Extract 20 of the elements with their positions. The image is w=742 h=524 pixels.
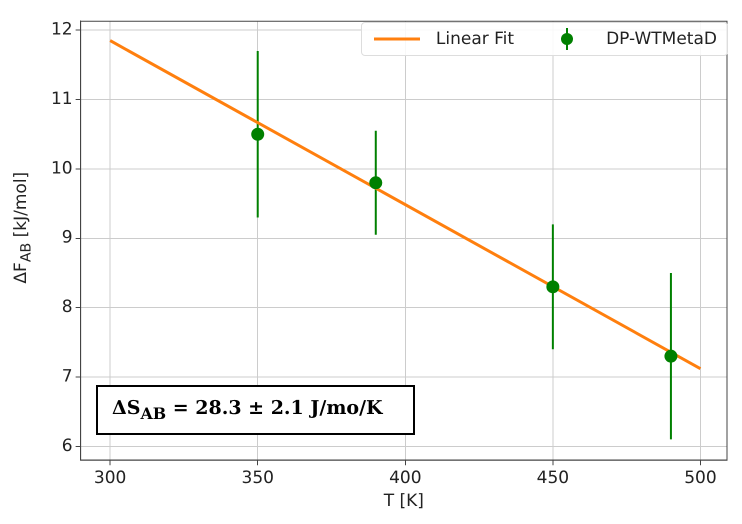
point [664,350,678,363]
x-tick-label: 350 [241,468,274,488]
x-tick-label: 500 [684,468,717,488]
y-tick-label: 12 [50,20,73,40]
point [251,128,264,141]
y-tick-label: 10 [50,158,73,178]
y-tick-label: 6 [62,436,73,456]
y-tick-label: 8 [62,297,73,318]
legend-label: DP-WTMetaD [606,29,717,49]
x-tick-label: 450 [536,468,570,488]
point [369,176,382,190]
legend-label: Linear Fit [436,29,514,49]
y-tick-label: 11 [50,88,73,109]
point [546,280,560,294]
x-tick-label: 300 [94,468,126,488]
annotation: ΔS$_{AB}$ = 28.3 ± 2.1 J/mo/K [96,385,415,435]
y-tick-label: 7 [62,366,73,386]
x-tick-label: 400 [389,468,422,488]
x-axis-title: T [K] [382,491,424,512]
y-tick-label: 9 [62,228,73,248]
